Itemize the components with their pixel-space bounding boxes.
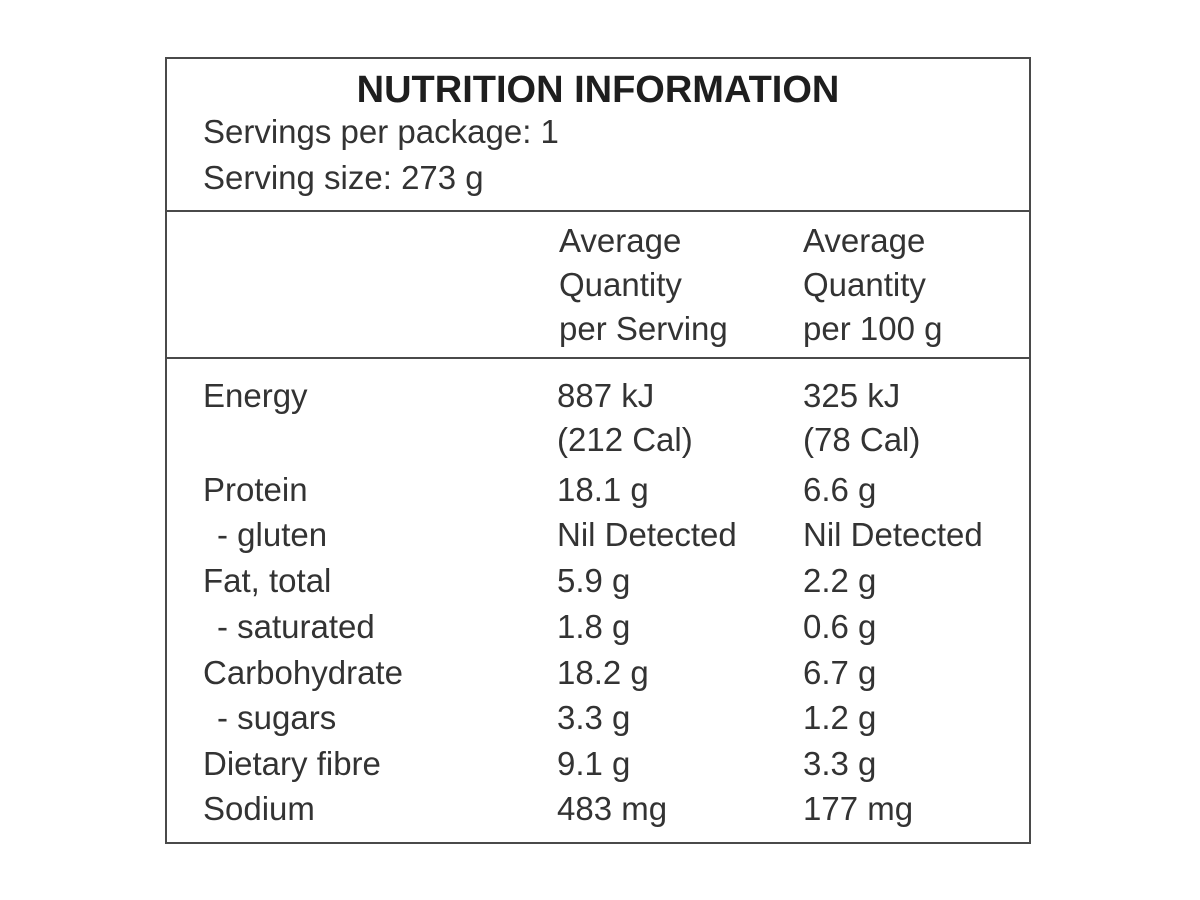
per-100g-value: 0.6 g — [803, 608, 877, 645]
per-serving-value: 5.9 g — [557, 562, 631, 599]
column-header-divider — [167, 357, 1029, 359]
per-serving-value: 887 kJ (212 Cal) — [557, 377, 693, 459]
per-serving-value: 1.8 g — [557, 608, 631, 645]
header-divider — [167, 210, 1029, 212]
nutrient-name: - sugars — [217, 699, 337, 736]
per-100g-kj: 325 kJ — [803, 377, 901, 414]
per-100g-value: 1.2 g — [803, 699, 877, 736]
column-header-line: Quantity — [803, 266, 926, 303]
column-header-per-100g: Average Quantity per 100 g — [803, 219, 1043, 351]
nutrient-name: Carbohydrate — [203, 654, 403, 691]
per-serving-value: 18.2 g — [557, 654, 649, 691]
column-header-per-serving: Average Quantity per Serving — [559, 219, 799, 351]
per-100g-value: 3.3 g — [803, 745, 877, 782]
per-serving-value: 3.3 g — [557, 699, 631, 736]
per-100g-value: 6.6 g — [803, 471, 877, 508]
column-header-line: Average — [803, 222, 926, 259]
column-header-line: per 100 g — [803, 310, 943, 347]
per-100g-value: Nil Detected — [803, 516, 983, 553]
per-serving-value: Nil Detected — [557, 516, 737, 553]
per-100g-value: 325 kJ (78 Cal) — [803, 377, 920, 459]
per-100g-cal: (78 Cal) — [803, 421, 921, 458]
title-section: NUTRITION INFORMATION Servings per packa… — [167, 59, 1029, 211]
per-100g-value: 2.2 g — [803, 562, 877, 599]
per-serving-cal: (212 Cal) — [557, 421, 693, 458]
nutrient-name: Sodium — [203, 790, 315, 827]
per-serving-value: 9.1 g — [557, 745, 631, 782]
nutrition-panel: NUTRITION INFORMATION Servings per packa… — [165, 57, 1031, 844]
per-100g-value: 6.7 g — [803, 654, 877, 691]
panel-title: NUTRITION INFORMATION — [356, 69, 840, 111]
column-header-line: Average — [559, 222, 682, 259]
per-serving-value: 18.1 g — [557, 471, 649, 508]
serving-size: Serving size: 273 g — [203, 159, 484, 196]
per-serving-value: 483 mg — [557, 790, 668, 827]
nutrient-name: Protein — [203, 471, 308, 508]
nutrient-name: Dietary fibre — [203, 745, 381, 782]
column-header-line: per Serving — [559, 310, 728, 347]
nutrient-name: - saturated — [217, 608, 375, 645]
column-header-line: Quantity — [559, 266, 682, 303]
per-serving-kj: 887 kJ — [557, 377, 655, 414]
nutrient-name: Fat, total — [203, 562, 332, 599]
servings-per-package: Servings per package: 1 — [203, 113, 559, 150]
per-100g-value: 177 mg — [803, 790, 914, 827]
nutrient-name: - gluten — [217, 516, 328, 553]
nutrient-name: Energy — [203, 377, 308, 414]
